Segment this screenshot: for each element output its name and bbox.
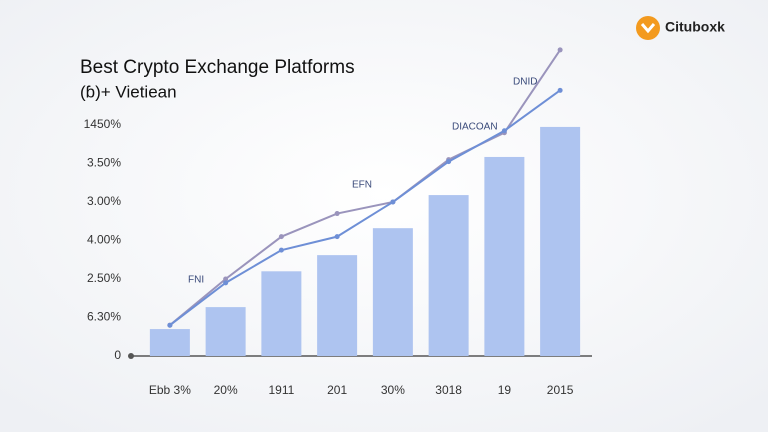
line-point xyxy=(334,211,340,217)
bar xyxy=(484,156,525,356)
line-point xyxy=(446,159,452,165)
line-series xyxy=(169,49,561,326)
line-series xyxy=(169,89,561,326)
line-point xyxy=(223,280,229,286)
chart-title: Best Crypto Exchange Platforms xyxy=(80,57,355,78)
origin-dot xyxy=(128,353,134,359)
bar xyxy=(372,228,413,356)
line-point xyxy=(167,322,173,328)
y-tick-label: 1450% xyxy=(84,117,122,131)
y-tick-label: 4.00% xyxy=(87,233,121,247)
x-tick-label: 201 xyxy=(327,383,347,397)
x-tick-label: 2015 xyxy=(547,383,574,397)
annotation: DIACOAN xyxy=(452,122,498,133)
y-tick-label: 6.30% xyxy=(87,310,121,324)
brand-name: Cituboxk xyxy=(665,19,725,35)
brand-logo-glyph xyxy=(640,23,656,34)
line-point xyxy=(334,234,340,240)
line-point xyxy=(278,234,284,240)
bar xyxy=(261,271,302,356)
x-tick-label: 20% xyxy=(214,383,238,397)
y-tick-label: 3.50% xyxy=(87,156,121,170)
y-tick-label: 2.50% xyxy=(87,271,121,285)
annotation: DNID xyxy=(513,77,537,88)
bar xyxy=(205,307,246,356)
annotation: EFN xyxy=(352,180,372,191)
line-point xyxy=(557,47,563,53)
x-tick-label: 19 xyxy=(498,383,512,397)
brand-logo xyxy=(636,16,660,40)
y-tick-label: 0 xyxy=(114,348,121,362)
bar xyxy=(149,329,190,356)
x-tick-label: 3018 xyxy=(435,383,462,397)
bar xyxy=(428,195,469,356)
line-point xyxy=(278,247,284,253)
y-tick-label: 3.00% xyxy=(87,194,121,208)
line-point xyxy=(557,87,563,93)
x-tick-label: 30% xyxy=(381,383,405,397)
line-point xyxy=(501,128,507,134)
line-point xyxy=(390,199,396,205)
line-point xyxy=(223,276,229,282)
bar xyxy=(317,255,358,356)
chart-subtitle: (ɓ)+ Vietiean xyxy=(80,82,177,101)
x-tick-label: Ebb 3% xyxy=(149,383,191,397)
annotation: FNI xyxy=(188,275,204,286)
bar xyxy=(540,126,581,356)
x-tick-label: 1911 xyxy=(268,383,294,397)
